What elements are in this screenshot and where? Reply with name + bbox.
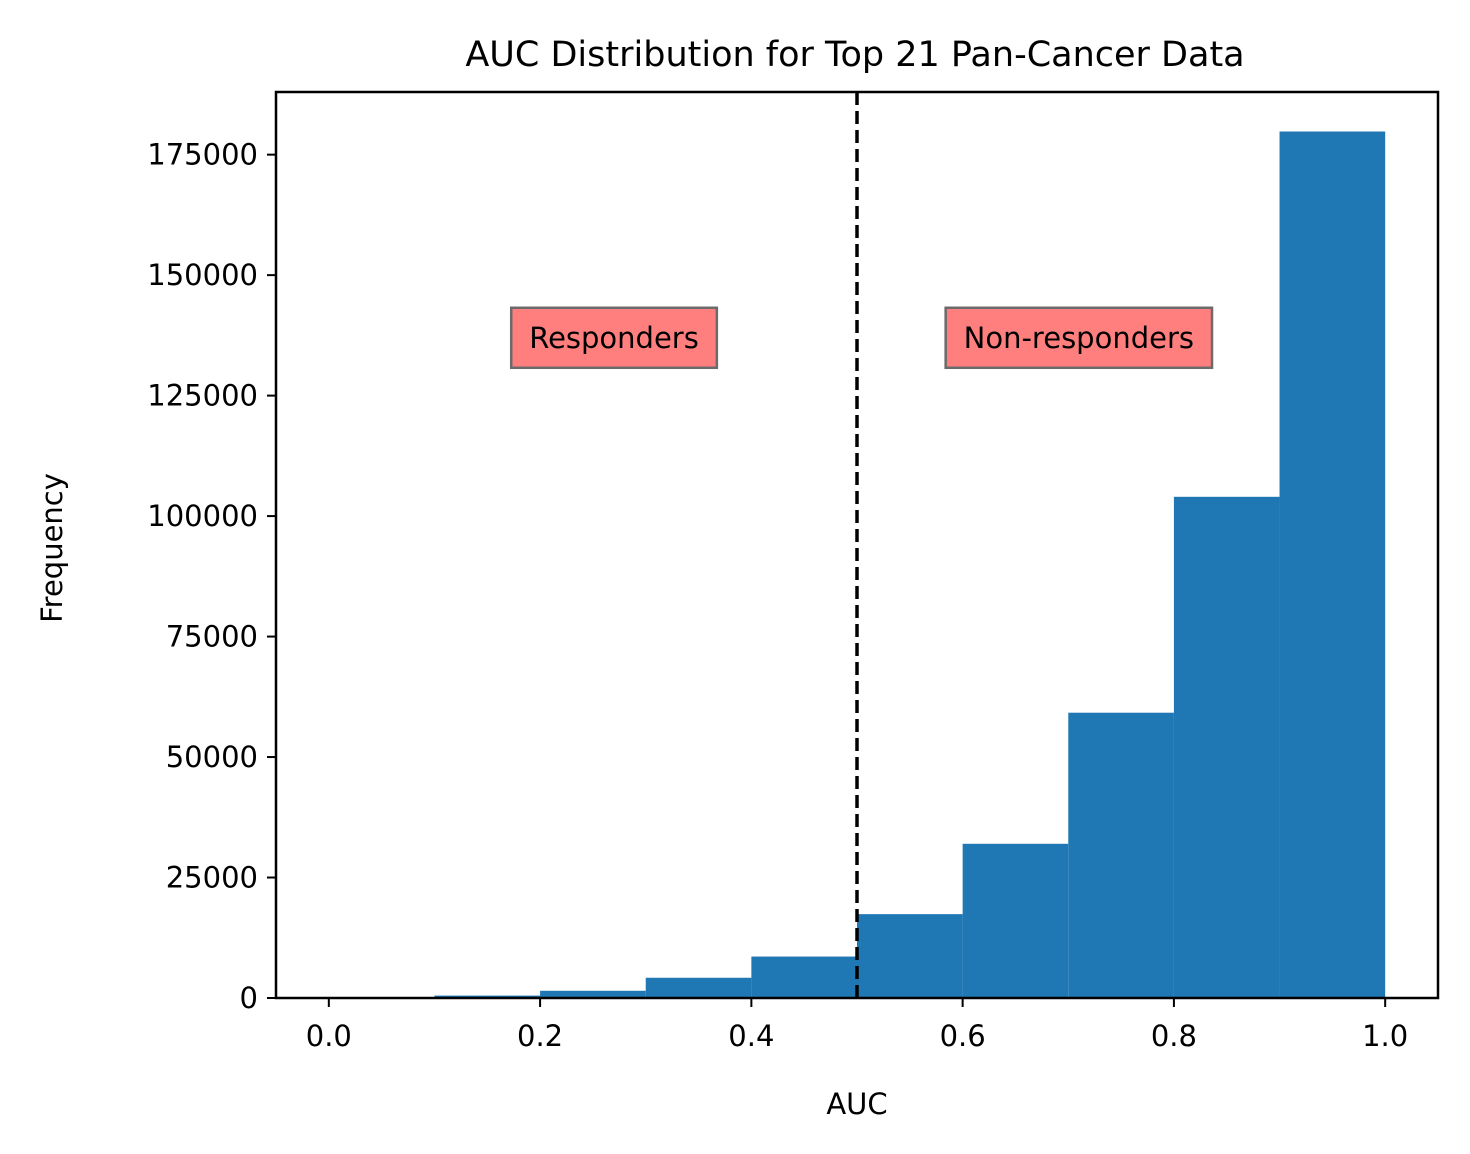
y-tick-label: 25000 [166,861,258,895]
histogram-bar [857,914,963,998]
histogram-bar [1068,712,1174,998]
y-axis-label: Frequency [35,473,69,623]
x-tick-label: 0.0 [306,1019,352,1053]
y-tick-label: 0 [240,981,258,1015]
x-tick-label: 0.2 [517,1019,563,1053]
y-tick-label: 50000 [166,740,258,774]
annotation-label: Non-responders [944,306,1214,370]
y-tick-label: 150000 [147,258,258,292]
x-axis: 0.0 0.2 0.4 0.6 0.8 1.0 [306,998,1408,1053]
annotation-label: Responders [509,306,719,370]
annotation-text: Non-responders [964,321,1194,355]
annotation-box [509,306,719,370]
y-tick-label: 75000 [166,620,258,654]
histogram-bar [1173,496,1280,998]
histogram-bar [540,990,646,998]
annotation-box [944,306,1214,370]
histogram-bars [328,131,1386,998]
x-axis-label: AUC [826,1087,887,1121]
x-tick-label: 1.0 [1362,1019,1408,1053]
y-axis: 0 25000 50000 75000 100000 125000 150000 175000 [147,138,276,1015]
x-tick-label: 0.6 [940,1019,986,1053]
annotation-text: Responders [529,321,699,355]
chart-title: AUC Distribution for Top 21 Pan-Cancer D… [465,35,1244,75]
histogram-bar [962,843,1069,998]
histogram-bar [645,977,752,998]
x-tick-label: 0.4 [728,1019,774,1053]
histogram-bar [751,956,857,998]
y-tick-label: 100000 [147,499,258,533]
y-tick-label: 175000 [147,138,258,172]
histogram-bar [1279,131,1386,998]
y-tick-label: 125000 [147,379,258,413]
plot-frame [274,90,1440,1000]
annotations: Responders Non-responders [509,306,1214,370]
x-tick-label: 0.8 [1151,1019,1197,1053]
